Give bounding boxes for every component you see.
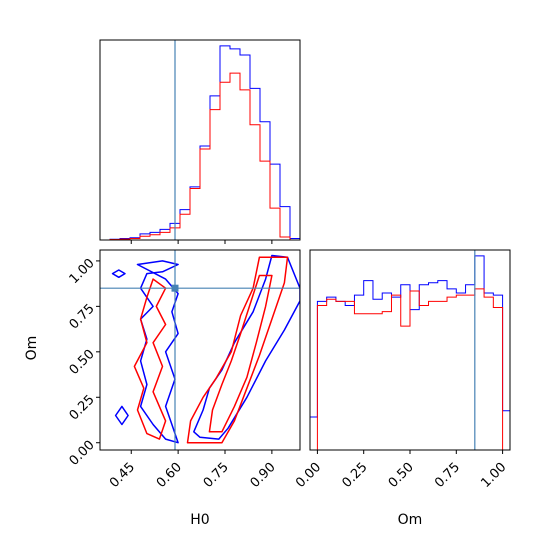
contour-xtick-label-0: 0.45	[107, 460, 138, 491]
h0-hist-series-red	[100, 72, 300, 241]
om-hist-xtick-label-4: 1.00	[478, 460, 509, 491]
contour-lines	[111, 254, 300, 444]
contour-xtick-label-1: 0.60	[154, 460, 185, 491]
om-hist-series-blue	[309, 255, 511, 450]
contour-truth-marker	[171, 284, 179, 292]
contour-red-6	[208, 274, 273, 433]
contour-blue-2	[114, 405, 129, 426]
contour-ytick-label-1: 0.25	[67, 392, 98, 423]
contour-red-5	[186, 256, 289, 444]
h0-marginal-panel	[99, 39, 301, 244]
contour-ytick-label-4: 1.00	[67, 256, 98, 287]
h0-om-contour-panel: 0.45 0.60 0.75 0.90 0.00 0.25 0.50 0.75 1.00	[67, 249, 301, 491]
contour-frame	[99, 249, 301, 451]
contour-ytick-label-3: 0.75	[67, 301, 98, 332]
h0-hist-frame	[99, 39, 301, 241]
contour-ytick-label-2: 0.50	[67, 347, 98, 378]
contour-blue-1	[193, 254, 300, 440]
contour-xtick-label-2: 0.75	[201, 460, 232, 491]
contour-xtick-label-3: 0.90	[248, 460, 279, 491]
om-hist-xtick-label-3: 0.75	[432, 460, 463, 491]
x-axis-label-h0: H0	[190, 512, 209, 528]
contour-blue-3	[111, 269, 126, 279]
y-axis-label-om: Om	[24, 336, 40, 361]
om-hist-xtick-label-0: 0.00	[293, 460, 324, 491]
om-hist-xtick-label-1: 0.25	[339, 460, 370, 491]
om-hist-xtick-label-2: 0.50	[386, 460, 417, 491]
x-axis-label-om: Om	[398, 512, 423, 528]
h0-hist-series-blue	[100, 45, 301, 241]
contour-ytick-label-0: 0.00	[67, 438, 98, 469]
om-hist-frame	[309, 249, 511, 451]
contour-blue-0	[136, 260, 179, 444]
om-marginal-panel: 0.00 0.25 0.50 0.75 1.00	[293, 249, 511, 491]
om-hist-series-red	[310, 288, 510, 451]
